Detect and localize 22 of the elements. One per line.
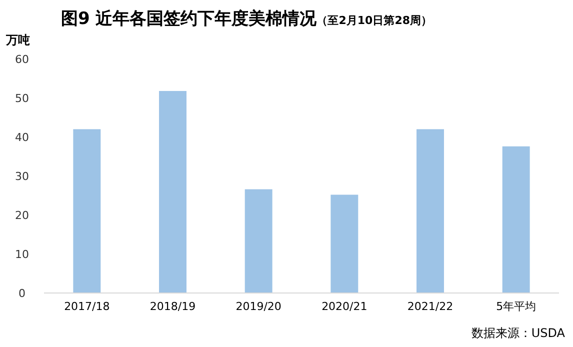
x-tick-label: 2021/22 xyxy=(407,300,454,313)
chart-subtitle: （至2月10日第28周） xyxy=(316,14,432,27)
x-tick-label: 2020/21 xyxy=(322,300,368,313)
y-tick-label: 30 xyxy=(15,170,29,183)
bar xyxy=(502,146,530,293)
y-tick-label: 50 xyxy=(15,92,29,105)
y-tick-label: 10 xyxy=(15,248,29,261)
x-tick-label: 2018/19 xyxy=(150,300,196,313)
bar xyxy=(73,129,101,293)
y-tick-label: 20 xyxy=(15,209,29,222)
y-tick-label: 60 xyxy=(15,53,29,66)
y-tick-label: 0 xyxy=(18,287,26,300)
source-note: 数据来源：USDA xyxy=(471,326,566,340)
y-axis-title: 万吨 xyxy=(5,33,30,47)
bar xyxy=(244,189,272,293)
x-tick-label: 2017/18 xyxy=(64,300,110,313)
y-tick-label: 40 xyxy=(15,131,29,144)
x-tick-label: 2019/20 xyxy=(236,300,282,313)
bar xyxy=(416,129,444,293)
bar xyxy=(330,194,358,293)
x-tick-label: 5年平均 xyxy=(496,300,536,313)
bar xyxy=(159,90,186,293)
